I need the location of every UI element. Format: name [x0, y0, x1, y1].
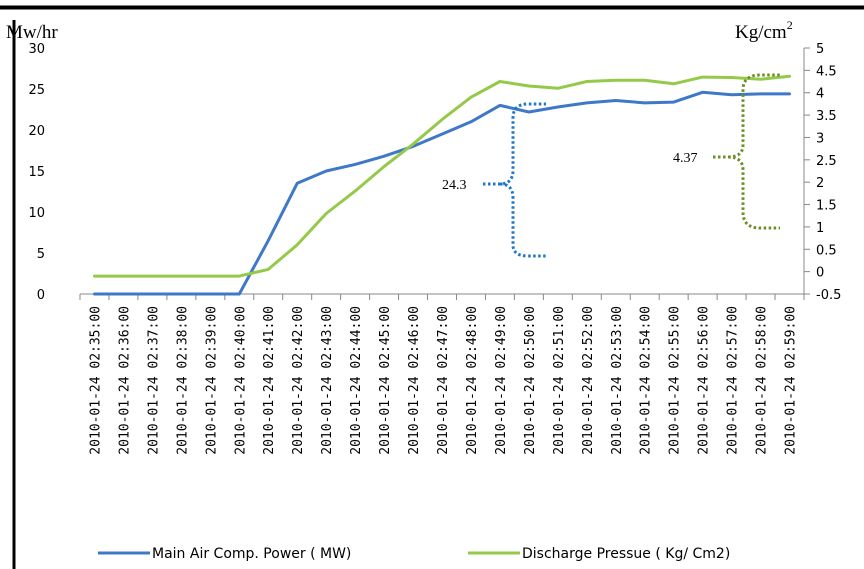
legend-label-pressure: Discharge Pressue ( Kg/ Cm2) [522, 546, 730, 562]
x-tick-label: 2010-01-24 02:51:00 [552, 306, 567, 455]
x-tick-label: 2010-01-24 02:59:00 [784, 306, 799, 455]
series-line-pressure [93, 74, 791, 278]
x-tick-label: 2010-01-24 02:56:00 [697, 306, 712, 455]
y-left-tick-label: 30 [28, 42, 45, 57]
annotation-label-pressure: 4.37 [673, 151, 698, 166]
y-right-tick-label: 2.5 [816, 154, 837, 169]
x-tick-label: 2010-01-24 02:52:00 [581, 306, 596, 455]
x-tick-label: 2010-01-24 02:53:00 [610, 306, 625, 455]
x-ticks: 2010-01-24 02:35:00 2010-01-24 02:36:00 20… [79, 294, 805, 455]
x-tick-label: 2010-01-24 02:58:00 [755, 306, 770, 455]
x-tick-label: 2010-01-24 02:50:00 [523, 306, 538, 455]
y-left-tick-label: 25 [28, 83, 45, 98]
annotation-bracket-power [483, 102, 546, 258]
y-right-tick-label: -0.5 [816, 288, 841, 303]
y-left-tick-label: 20 [28, 124, 45, 139]
x-tick-label: 2010-01-24 02:35:00 [88, 306, 103, 455]
y-right-tick-label: 2 [816, 176, 824, 191]
y-left-ticks: 0 5 10 15 20 25 30 [28, 42, 45, 303]
x-tick-label: 2010-01-24 02:43:00 [320, 306, 335, 455]
x-tick-label: 2010-01-24 02:57:00 [726, 306, 741, 455]
y-left-axis-title: Mw/hr [6, 22, 58, 43]
legend: Main Air Comp. Power ( MW) Discharge Pre… [98, 546, 730, 562]
x-tick-label: 2010-01-24 02:41:00 [262, 306, 277, 455]
y-left-tick-label: 15 [28, 165, 45, 180]
x-tick-label: 2010-01-24 02:54:00 [639, 306, 654, 455]
y-right-tick-label: 5 [816, 42, 824, 57]
series-line-power [93, 90, 791, 296]
y-right-tick-label: 3 [816, 131, 824, 146]
y-right-axis-title-base: Kg/cm [735, 22, 787, 43]
y-left-tick-label: 10 [28, 206, 45, 221]
y-right-tick-label: 1 [816, 221, 824, 236]
x-tick-label: 2010-01-24 02:40:00 [233, 306, 248, 455]
y-left-tick-label: 5 [37, 247, 45, 262]
series-layer [93, 74, 791, 296]
x-tick-label: 2010-01-24 02:44:00 [349, 306, 364, 455]
x-tick-label: 2010-01-24 02:38:00 [175, 306, 190, 455]
x-tick-label: 2010-01-24 02:48:00 [465, 306, 480, 455]
x-tick-label: 2010-01-24 02:55:00 [668, 306, 683, 455]
y-right-tick-label: 0.5 [816, 243, 837, 258]
y-right-axis-title: Kg/cm2 [735, 18, 793, 43]
x-tick-label: 2010-01-24 02:49:00 [494, 306, 509, 455]
legend-label-power: Main Air Comp. Power ( MW) [152, 546, 351, 562]
x-tick-label: 2010-01-24 02:45:00 [378, 306, 393, 455]
y-right-tick-label: 4 [816, 87, 824, 102]
y-right-tick-label: 1.5 [816, 199, 837, 214]
x-tick-label: 2010-01-24 02:42:00 [291, 306, 306, 455]
x-tick-label: 2010-01-24 02:37:00 [146, 306, 161, 455]
y-left-tick-label: 0 [37, 288, 45, 303]
y-right-tick-label: 0 [816, 266, 824, 281]
y-right-tick-label: 4.5 [816, 64, 837, 79]
x-tick-label: 2010-01-24 02:47:00 [436, 306, 451, 455]
x-tick-label: 2010-01-24 02:46:00 [407, 306, 422, 455]
x-tick-label: 2010-01-24 02:36:00 [117, 306, 132, 455]
y-right-axis-title-sup: 2 [787, 18, 793, 32]
annotation-label-power: 24.3 [442, 178, 467, 193]
x-tick-label: 2010-01-24 02:39:00 [204, 306, 219, 455]
y-right-ticks: -0.5 0 0.5 1 1.5 2 2.5 3 3.5 4 4.5 5 [804, 42, 841, 303]
y-right-tick-label: 3.5 [816, 109, 837, 124]
annotation-bracket-pressure [713, 73, 780, 230]
